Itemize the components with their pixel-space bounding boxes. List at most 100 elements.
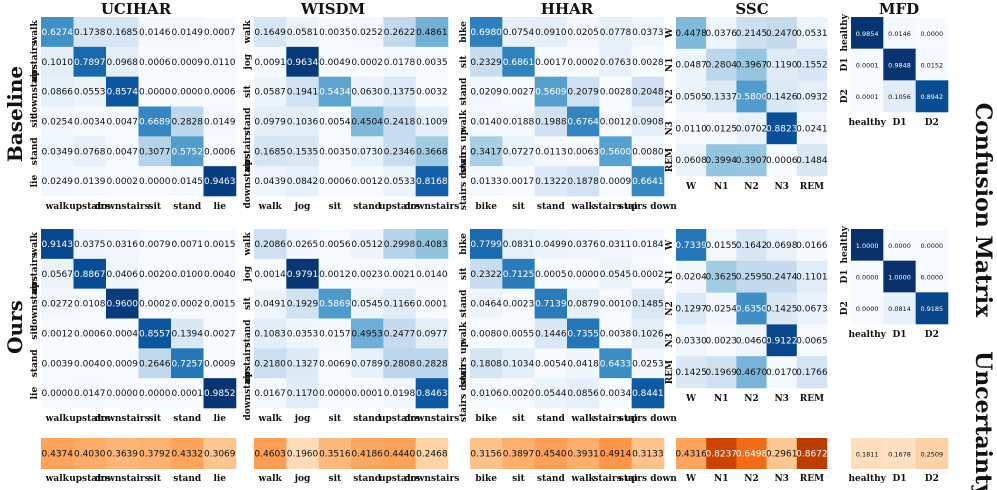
uncertainty-hhar: 0.3156 bike 0.3897 sit 0.4540 stand 0.3931 walk… xyxy=(470,438,677,484)
cell-stand-stand xyxy=(351,318,384,349)
y-tick-label: stairs down xyxy=(459,152,469,210)
cell-stairs-down-bike xyxy=(470,378,503,409)
cell-value: 0.0768 xyxy=(74,147,106,157)
cell-value: 0.0252 xyxy=(351,28,383,38)
cell-value: 0.0012 xyxy=(351,177,383,187)
cell-value: 0.0035 xyxy=(319,147,351,157)
uncertainty-value: 0.3516 xyxy=(319,450,351,460)
y-tick-label: stand xyxy=(459,289,469,318)
cell-bike-stairs-up xyxy=(599,17,632,48)
cell-downstairs-sit xyxy=(138,76,172,107)
cell-n2-rem xyxy=(796,292,828,325)
cell-stairs-down-bike xyxy=(470,166,503,197)
cell-downstairs-downstairs xyxy=(106,288,139,319)
heatmap-ours-ucihar: 0.9143 0.0375 0.0316 0.0079 0.0071 0.00150.05… xyxy=(30,229,237,424)
cell-d2-healthy xyxy=(851,292,884,325)
cell-value: 0.1056 xyxy=(888,93,911,101)
cell-value: 0.0000 xyxy=(107,389,139,399)
cell-value: 0.0020 xyxy=(139,270,171,280)
uncertainty-x-tick-label: upstairs xyxy=(69,474,110,484)
cell-stand-walk xyxy=(41,136,74,167)
cell-d2-d1 xyxy=(883,80,916,113)
cell-walk-jog xyxy=(286,17,319,48)
cell-downstairs-sit xyxy=(318,378,352,409)
cell-value: 0.0253 xyxy=(632,359,664,369)
cell-value: 0.1425 xyxy=(766,305,798,315)
cell-value: 0.0015 xyxy=(204,300,236,310)
cell-upstairs-downstairs xyxy=(415,136,449,167)
cell-value: 0.1036 xyxy=(287,117,319,127)
cell-stand-bike xyxy=(470,288,503,319)
uncertainty-cell-walk xyxy=(41,438,74,469)
cell-n2-n1 xyxy=(706,292,737,325)
cell-upstairs-stand xyxy=(351,136,384,167)
cell-value: 0.1327 xyxy=(287,359,319,369)
y-tick-label: sit xyxy=(243,296,253,309)
cell-walk-downstairs xyxy=(415,229,449,260)
cell-value: 0.0814 xyxy=(888,305,911,313)
cell-value: 0.0149 xyxy=(204,117,236,127)
cell-value: 0.0100 xyxy=(172,270,204,280)
x-tick-label: lie xyxy=(213,414,226,424)
y-tick-label: W xyxy=(665,27,675,39)
cell-rem-n1 xyxy=(706,356,737,389)
title-wisdm: WISDM xyxy=(300,0,365,18)
cell-value: 0.0789 xyxy=(351,359,383,369)
cell-value: 0.0054 xyxy=(319,117,351,127)
cell-value: 0.9854 xyxy=(856,30,879,38)
cell-sit-sit xyxy=(138,106,172,137)
cell-jog-stand xyxy=(351,46,384,77)
cell-stand-downstairs xyxy=(106,136,139,167)
uncertainty-value: 0.4030 xyxy=(74,450,106,460)
x-tick-label: sit xyxy=(329,202,342,212)
cell-value: 0.1878 xyxy=(567,177,599,187)
cell-value: 0.0032 xyxy=(416,88,448,98)
cell-sit-upstairs xyxy=(73,106,107,137)
cell-stairs-up-sit xyxy=(502,136,535,167)
cell-sit-jog xyxy=(286,76,319,107)
cell-value: 0.0034 xyxy=(600,389,632,399)
y-tick-label: N1 xyxy=(665,269,675,284)
y-tick-label: healthy xyxy=(840,13,850,51)
cell-lie-downstairs xyxy=(106,166,139,197)
cell-value: 0.0155 xyxy=(706,241,738,251)
row-title-baseline: Baseline xyxy=(3,66,27,162)
cell-value: 0.0499 xyxy=(535,240,567,250)
cell-value: 0.9143 xyxy=(42,240,74,250)
cell-value: 0.0866 xyxy=(42,88,74,98)
cell-value: 0.0065 xyxy=(796,336,828,346)
uncertainty-x-tick-label: stairs down xyxy=(619,474,677,484)
cell-value: 0.0754 xyxy=(503,28,535,38)
row-title-ours: Ours xyxy=(3,300,27,354)
cell-stairs-up-stairs-down xyxy=(631,348,665,379)
cell-downstairs-walk xyxy=(254,166,287,197)
cell-value: 0.9848 xyxy=(888,62,911,70)
cell-value: 0.0056 xyxy=(319,240,351,250)
uncertainty-value: 0.4440 xyxy=(384,450,416,460)
cell-walk-walk xyxy=(567,318,600,349)
cell-n3-n3 xyxy=(766,324,798,357)
cell-value: 0.0004 xyxy=(107,329,139,339)
cell-value: 0.0205 xyxy=(567,28,599,38)
x-tick-label: D2 xyxy=(925,330,939,340)
cell-walk-upstairs xyxy=(383,229,416,260)
uncertainty-cell-n3 xyxy=(766,438,798,469)
uncertainty-value: 0.3069 xyxy=(204,450,236,460)
uncertainty-x-tick-label: bike xyxy=(475,474,497,484)
x-tick-label: N3 xyxy=(774,394,789,404)
cell-value: 0.0311 xyxy=(600,240,632,250)
cell-value: 0.7125 xyxy=(503,270,535,280)
cell-value: 0.0012 xyxy=(319,270,351,280)
cell-walk-lie xyxy=(203,229,237,260)
cell-stand-lie xyxy=(203,348,237,379)
cell-value: 0.1322 xyxy=(535,177,567,187)
uncertainty-value: 0.3133 xyxy=(632,450,664,460)
heatmap-ours-wisdm: 0.2086 0.0265 0.0056 0.0512 0.2998 0.4083 0.00… xyxy=(243,229,459,424)
cell-w-n2 xyxy=(736,229,767,262)
cell-stand-downstairs xyxy=(415,106,449,137)
x-tick-label: upstairs xyxy=(379,202,420,212)
x-tick-label: walk xyxy=(258,202,283,212)
uncertainty-cell-n2 xyxy=(736,438,767,469)
cell-value: 0.0000 xyxy=(139,389,171,399)
cell-value: 0.0009 xyxy=(172,58,204,68)
